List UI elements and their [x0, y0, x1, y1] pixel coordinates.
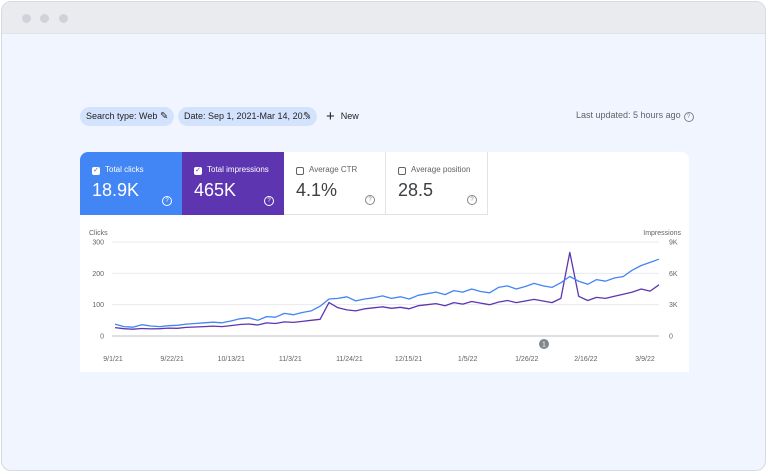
checkbox-icon[interactable]: [296, 167, 304, 175]
help-icon[interactable]: ?: [362, 188, 375, 206]
search-type-label: Search type: Web: [86, 111, 158, 121]
y-tick-label: 0: [100, 334, 104, 341]
metric-card-average-ctr[interactable]: Average CTR 4.1% ?: [284, 152, 386, 215]
window-dot-maximize[interactable]: [59, 14, 68, 23]
metric-label: Total clicks: [105, 165, 144, 174]
last-updated-status: Last updated: 5 hours ago?: [576, 110, 694, 122]
help-icon[interactable]: ?: [464, 188, 477, 206]
annotation-marker-icon: [539, 339, 549, 349]
window-dot-close[interactable]: [22, 14, 31, 23]
annotation-marker-label: 1: [542, 342, 546, 349]
x-tick-label: 9/1/21: [103, 356, 123, 363]
pencil-icon: ✎: [160, 111, 169, 122]
x-tick-label: 1/5/22: [458, 356, 478, 363]
x-tick-label: 2/16/22: [574, 356, 597, 363]
metric-card-average-position[interactable]: Average position 28.5 ?: [386, 152, 488, 215]
checkbox-icon[interactable]: [398, 167, 406, 175]
x-tick-label: 10/13/21: [218, 356, 245, 363]
x-tick-label: 12/15/21: [395, 356, 422, 363]
performance-panel: ✓ Total clicks 18.9K ? ✓ Total impressio…: [80, 152, 689, 372]
help-icon[interactable]: ?: [159, 189, 172, 207]
x-tick-label: 11/3/21: [279, 356, 302, 363]
window-dot-minimize[interactable]: [40, 14, 49, 23]
date-range-chip[interactable]: Date: Sep 1, 2021-Mar 14, 20... ✎: [178, 107, 317, 126]
metric-card-total-clicks[interactable]: ✓ Total clicks 18.9K ?: [80, 152, 182, 215]
y2-axis-label: Impressions: [643, 230, 681, 237]
checkbox-icon[interactable]: ✓: [194, 167, 202, 175]
new-filter-button[interactable]: + New: [326, 107, 359, 126]
series-line-clicks: [114, 258, 660, 328]
performance-chart[interactable]: Clicks Impressions 300 9K 200 6K 100 3K 0 0 9/1/…: [80, 215, 689, 372]
y-tick-label: 200: [92, 271, 104, 278]
y2-tick-label: 0: [669, 334, 673, 341]
y2-tick-label: 6K: [669, 271, 678, 278]
metric-value: 465K: [194, 180, 237, 200]
date-range-label: Date: Sep 1, 2021-Mar 14, 20...: [184, 111, 311, 121]
help-icon[interactable]: ?: [683, 112, 694, 122]
pencil-icon: ✎: [303, 111, 312, 122]
metric-value: 18.9K: [92, 180, 140, 200]
y2-tick-label: 3K: [669, 302, 678, 309]
plus-icon: +: [326, 108, 335, 125]
x-tick-label: 9/22/21: [160, 356, 183, 363]
help-icon[interactable]: ?: [261, 189, 274, 207]
last-updated-text: Last updated: 5 hours ago: [576, 110, 681, 120]
search-type-chip[interactable]: Search type: Web ✎: [80, 107, 174, 126]
metric-label: Total impressions: [207, 165, 269, 174]
checkbox-icon[interactable]: ✓: [92, 167, 100, 175]
metric-value: 4.1%: [296, 180, 338, 200]
title-bar: [2, 2, 765, 34]
metric-value: 28.5: [398, 180, 434, 200]
y-axis-label: Clicks: [89, 230, 108, 237]
metric-label: Average CTR: [309, 165, 358, 174]
x-tick-label: 1/26/22: [515, 356, 538, 363]
x-tick-label: 3/9/22: [635, 356, 655, 363]
y-tick-label: 100: [92, 302, 104, 309]
y2-tick-label: 9K: [669, 240, 678, 247]
new-filter-label: New: [340, 111, 359, 121]
y-tick-label: 300: [92, 240, 104, 247]
x-tick-label: 11/24/21: [336, 356, 363, 363]
metric-card-total-impressions[interactable]: ✓ Total impressions 465K ?: [182, 152, 284, 215]
metric-label: Average position: [411, 165, 471, 174]
series-line-impressions: [114, 251, 660, 330]
